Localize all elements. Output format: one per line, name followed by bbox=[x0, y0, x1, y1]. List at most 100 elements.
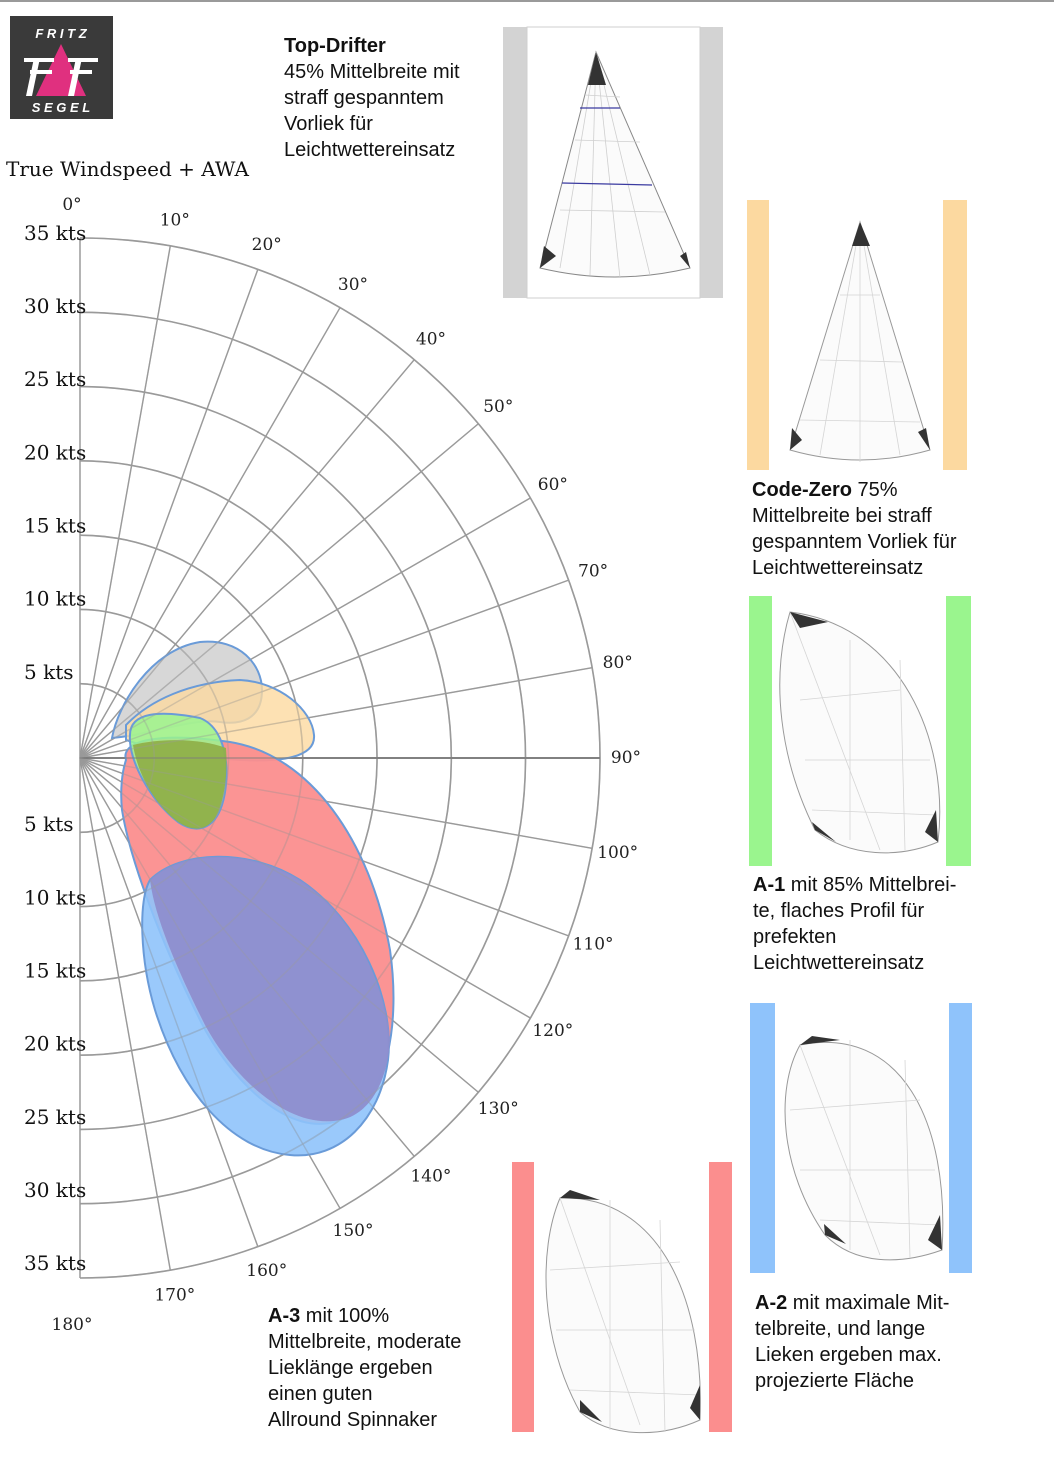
angle-label: 170° bbox=[154, 1286, 195, 1306]
a1-title-suffix: mit 85% Mittelbrei- bbox=[785, 874, 957, 896]
a3-line-3: einen guten bbox=[268, 1383, 373, 1405]
polar-ring bbox=[79, 682, 156, 834]
a3-line-4: Allround Spinnaker bbox=[268, 1409, 437, 1431]
speed-label-lower: 5 kts bbox=[24, 812, 74, 836]
speed-label-lower: 15 kts bbox=[24, 958, 86, 982]
polar-spoke bbox=[79, 497, 531, 759]
polar-spoke bbox=[79, 269, 259, 759]
angle-label: 140° bbox=[410, 1166, 451, 1186]
code-zero-line-2: gespanntem Vorliek für bbox=[752, 531, 957, 553]
logo-ff-icon bbox=[24, 44, 98, 96]
polar-spoke bbox=[79, 757, 171, 1271]
polar-spoke bbox=[79, 757, 415, 1157]
polar-spoke bbox=[79, 245, 171, 759]
angle-label: 70° bbox=[578, 561, 608, 581]
top-drifter-description: Top-Drifter 45% Mittelbreite mit straff … bbox=[284, 33, 460, 163]
a1-a3-overlap bbox=[133, 740, 227, 829]
speed-label-lower: 35 kts bbox=[24, 1251, 86, 1275]
polar-spoke bbox=[79, 757, 531, 1019]
code-zero-title-suffix: 75% bbox=[852, 479, 898, 501]
polar-grid-overlay bbox=[79, 237, 601, 1279]
a1-description: A-1 mit 85% Mittelbrei- te, flaches Prof… bbox=[753, 872, 956, 976]
a1-title: A-1 bbox=[753, 874, 786, 896]
speed-label-upper: 10 kts bbox=[24, 587, 86, 611]
angle-label: 30° bbox=[338, 275, 368, 295]
top-drifter-line-3: Vorliek für bbox=[284, 113, 373, 135]
a2-title: A-2 bbox=[755, 1292, 788, 1314]
polar-spoke bbox=[79, 579, 569, 759]
polar-spoke bbox=[79, 423, 479, 759]
polar-ring bbox=[79, 608, 230, 908]
polar-spoke bbox=[79, 757, 569, 937]
polar-ring bbox=[79, 534, 304, 982]
polar-spoke bbox=[79, 269, 259, 759]
polar-spoke bbox=[79, 757, 593, 849]
angle-label: 50° bbox=[483, 397, 513, 417]
angle-label: 100° bbox=[597, 843, 638, 863]
a1-line-2: prefekten bbox=[753, 926, 837, 948]
angle-label: 120° bbox=[532, 1021, 573, 1041]
a3-a2-overlap bbox=[150, 856, 390, 1122]
top-drifter-line-1: 45% Mittelbreite mit bbox=[284, 61, 460, 83]
polar-spoke bbox=[79, 757, 479, 1093]
angle-label: 90° bbox=[611, 748, 641, 768]
speed-label-upper: 30 kts bbox=[24, 294, 86, 318]
angle-label: 110° bbox=[573, 935, 614, 955]
a3-line-2: Lieklänge ergeben bbox=[268, 1357, 433, 1379]
angle-label: 130° bbox=[478, 1099, 519, 1119]
code-zero-description: Code-Zero 75% Mittelbreite bei straff ge… bbox=[752, 477, 957, 581]
polar-spoke bbox=[79, 667, 593, 759]
speed-label-lower: 20 kts bbox=[24, 1032, 86, 1056]
sail-envelopes bbox=[110, 640, 395, 1157]
top-drifter-line-4: Leichtwettereinsatz bbox=[284, 139, 456, 161]
polar-spoke bbox=[79, 359, 415, 759]
angle-label: 180° bbox=[52, 1315, 93, 1335]
a2-description: A-2 mit maximale Mit- telbreite, und lan… bbox=[755, 1290, 949, 1394]
logo-graphic: F R I T Z S E G E L bbox=[24, 26, 98, 115]
speed-label-lower: 10 kts bbox=[24, 885, 86, 909]
a1-line-1: te, flaches Profil für bbox=[753, 900, 925, 922]
speed-label-upper: 5 kts bbox=[24, 660, 74, 684]
code-zero-title: Code-Zero bbox=[752, 479, 852, 501]
top-border bbox=[0, 0, 1054, 2]
polar-spoke bbox=[79, 307, 341, 759]
logo-text-top: F R I T Z bbox=[35, 26, 87, 41]
a2-line-3: projezierte Fläche bbox=[755, 1370, 914, 1392]
speed-label-upper: 15 kts bbox=[24, 514, 86, 538]
chart-title: True Windspeed + AWA bbox=[6, 157, 249, 181]
logo-text-bottom: S E G E L bbox=[32, 100, 91, 115]
a3-description: A-3 mit 100% Mittelbreite, moderate Liek… bbox=[268, 1303, 461, 1433]
angle-label: 20° bbox=[252, 235, 282, 255]
a3-title: A-3 bbox=[268, 1305, 301, 1327]
speed-label-upper: 25 kts bbox=[24, 367, 86, 391]
angle-label: 160° bbox=[246, 1261, 287, 1281]
a2-title-suffix: mit maximale Mit- bbox=[787, 1292, 950, 1314]
angle-label: 80° bbox=[603, 653, 633, 673]
polar-spoke bbox=[79, 757, 341, 1209]
speed-label-upper: 35 kts bbox=[24, 221, 86, 245]
polar-ring bbox=[79, 237, 601, 1279]
a2-line-2: Lieken ergeben max. bbox=[755, 1344, 942, 1366]
a1-line-3: Leichtwettereinsatz bbox=[753, 952, 925, 974]
angle-label: 0° bbox=[62, 195, 81, 215]
a3-title-suffix: mit 100% bbox=[300, 1305, 390, 1327]
a3-line-1: Mittelbreite, moderate bbox=[268, 1331, 462, 1353]
angle-labels: 0° 10° 20° 30° 40° 50° 60° 70° 80° 90° 100° 110° 120… bbox=[52, 195, 642, 1335]
angle-label: 10° bbox=[160, 210, 190, 230]
polar-spoke bbox=[79, 307, 341, 759]
polar-spoke bbox=[79, 757, 171, 1271]
polar-spoke bbox=[79, 757, 259, 1247]
speed-labels: 35 kts 30 kts 25 kts 20 kts 15 kts 10 kts 5 kt… bbox=[24, 221, 86, 1275]
polar-ring bbox=[79, 385, 453, 1131]
angle-label: 40° bbox=[416, 330, 446, 350]
fritz-segel-logo: F R I T Z S E G E L bbox=[10, 16, 113, 119]
top-drifter-line-2: straff gespanntem bbox=[284, 87, 444, 109]
speed-label-lower: 30 kts bbox=[24, 1178, 86, 1202]
code-zero-line-3: Leichtwettereinsatz bbox=[752, 557, 924, 579]
angle-label: 60° bbox=[538, 475, 568, 495]
angle-label: 150° bbox=[333, 1221, 374, 1241]
speed-label-upper: 20 kts bbox=[24, 440, 86, 464]
a2-line-1: telbreite, und lange bbox=[755, 1318, 926, 1340]
